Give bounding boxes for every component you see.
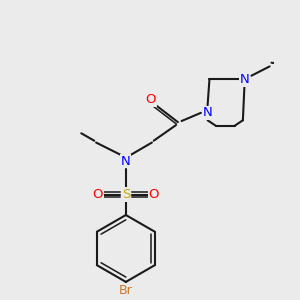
Text: O: O xyxy=(146,93,156,106)
Text: N: N xyxy=(121,154,131,168)
Text: N: N xyxy=(240,73,250,86)
Text: N: N xyxy=(203,106,212,119)
Text: Br: Br xyxy=(119,284,133,297)
Text: O: O xyxy=(93,188,103,201)
Text: O: O xyxy=(148,188,159,201)
Text: S: S xyxy=(122,188,130,201)
